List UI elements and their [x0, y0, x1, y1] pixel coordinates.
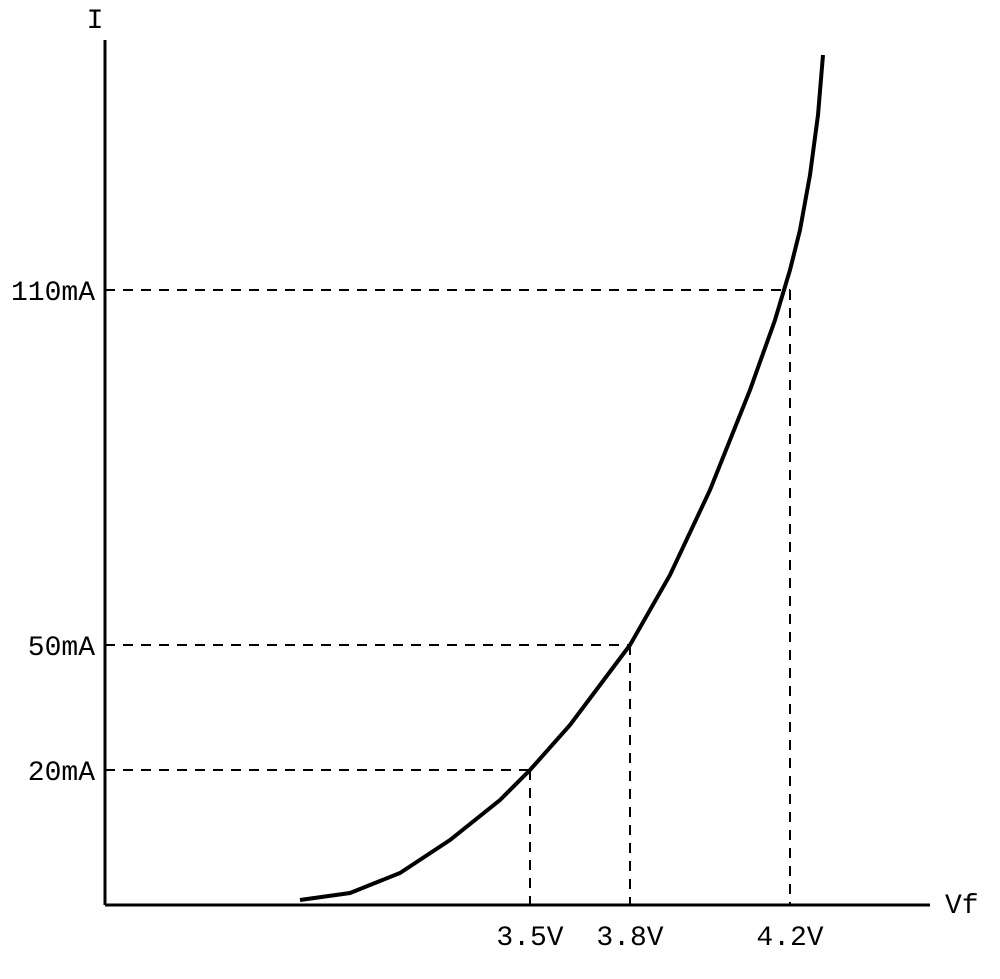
y-axis-ticks: 20mA 50mA 110mA — [11, 278, 95, 789]
iv-curve — [300, 55, 823, 900]
y-tick-label: 50mA — [28, 633, 95, 664]
guide-lines — [105, 290, 790, 905]
x-tick-label: 3.5V — [496, 923, 563, 954]
y-tick-label: 20mA — [28, 758, 95, 789]
x-axis-ticks: 3.5V 3.8V 4.2V — [496, 923, 823, 954]
y-tick-label: 110mA — [11, 278, 95, 309]
x-tick-label: 4.2V — [756, 923, 823, 954]
x-tick-label: 3.8V — [596, 923, 663, 954]
x-axis-label: Vf — [945, 891, 979, 922]
iv-curve-chart: I Vf 20mA 50mA 110mA 3.5V 3.8V 4.2V — [0, 0, 1000, 979]
y-axis-label: I — [87, 6, 104, 37]
